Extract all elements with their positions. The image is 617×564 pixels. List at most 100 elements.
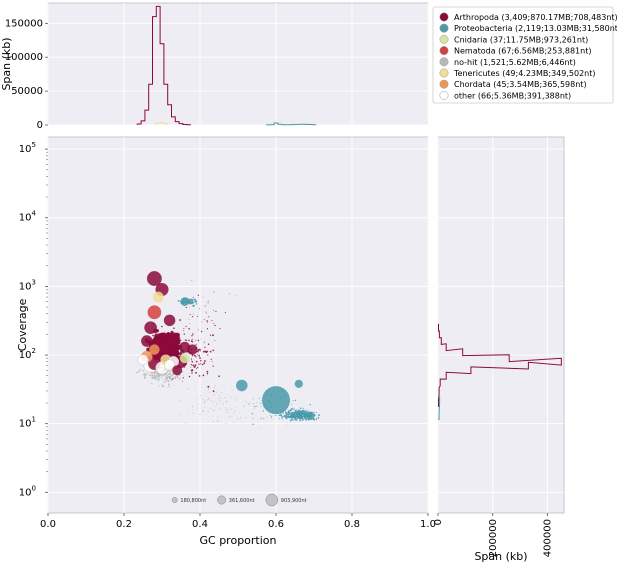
data-point — [191, 299, 194, 302]
data-point — [289, 415, 292, 418]
data-point — [194, 388, 196, 390]
data-point — [226, 408, 228, 411]
data-point — [278, 414, 281, 416]
data-point — [155, 374, 158, 377]
data-point — [244, 400, 246, 401]
data-point — [248, 402, 251, 404]
data-point — [207, 299, 209, 301]
data-point — [195, 371, 197, 374]
data-point — [161, 384, 163, 386]
data-point — [170, 371, 172, 373]
data-point — [197, 339, 200, 342]
data-point — [168, 383, 170, 386]
data-point — [185, 326, 186, 327]
data-point — [191, 315, 194, 318]
data-point — [216, 419, 218, 421]
data-point — [213, 323, 215, 324]
x-tick-label: 0.8 — [344, 519, 360, 530]
data-point — [179, 400, 182, 402]
scatter-blob — [149, 344, 160, 355]
data-point — [190, 358, 193, 360]
data-point — [179, 319, 182, 321]
data-point — [299, 407, 302, 410]
data-point — [245, 416, 247, 418]
data-point — [291, 419, 293, 421]
data-point — [168, 375, 170, 377]
data-point — [198, 375, 201, 377]
legend-marker — [439, 57, 449, 67]
data-point — [183, 330, 185, 332]
data-point — [196, 354, 198, 356]
data-point — [165, 380, 167, 382]
data-point — [171, 371, 173, 372]
data-point — [202, 411, 204, 413]
data-point — [285, 414, 287, 416]
data-point — [204, 306, 206, 308]
data-point — [208, 316, 210, 318]
x-tick-label: 0.2 — [116, 519, 132, 530]
data-point — [200, 359, 202, 362]
x-tick-label: 1.0 — [420, 519, 436, 530]
data-point — [172, 348, 175, 351]
data-point — [216, 406, 218, 408]
data-point — [153, 371, 157, 374]
data-point — [229, 396, 232, 398]
data-point — [198, 353, 200, 355]
data-point — [263, 418, 265, 420]
data-point — [191, 280, 193, 281]
data-point — [229, 406, 231, 407]
data-point — [251, 412, 253, 415]
scatter-blob — [172, 365, 183, 376]
x-tick-label: 400000 — [543, 519, 554, 557]
data-point — [214, 339, 216, 341]
data-point — [218, 375, 220, 378]
data-point — [288, 414, 290, 416]
data-point — [244, 405, 246, 406]
data-point — [163, 375, 165, 377]
data-point — [166, 377, 168, 380]
data-point — [298, 409, 300, 411]
data-point — [214, 385, 216, 387]
data-point — [234, 410, 237, 412]
data-point — [212, 409, 215, 412]
data-point — [285, 412, 288, 415]
data-point — [168, 386, 171, 388]
data-point — [168, 385, 170, 387]
scatter-blob — [163, 314, 176, 327]
data-point — [202, 392, 204, 394]
data-point — [192, 304, 195, 307]
scatter-blob — [166, 332, 181, 347]
data-point — [195, 360, 198, 363]
data-point — [191, 338, 193, 340]
data-point — [303, 418, 305, 420]
data-point — [195, 339, 197, 341]
legend-marker — [439, 79, 449, 89]
scatter-ylabel: Coverage — [16, 298, 29, 351]
data-point — [204, 400, 206, 402]
data-point — [193, 354, 196, 357]
data-point — [191, 405, 194, 407]
scatter-blob — [144, 321, 157, 335]
data-point — [291, 415, 293, 417]
right-hist-series — [438, 323, 562, 420]
data-point — [192, 333, 194, 335]
y-tick-label: 105 — [19, 141, 36, 155]
data-point — [312, 411, 314, 413]
data-point — [185, 422, 187, 424]
data-point — [171, 380, 173, 381]
data-point — [203, 319, 205, 320]
y-tick-label: 104 — [19, 210, 37, 224]
data-point — [206, 374, 208, 376]
scatter-blob — [164, 359, 176, 371]
data-point — [189, 302, 192, 305]
data-point — [200, 321, 202, 322]
data-point — [214, 324, 216, 327]
hist-series-arthropoda — [438, 323, 562, 407]
data-point — [196, 315, 199, 317]
data-point — [197, 329, 199, 331]
y-tick-label: 102 — [19, 347, 36, 361]
data-point — [195, 300, 197, 302]
data-point — [233, 412, 235, 415]
data-point — [188, 306, 190, 308]
